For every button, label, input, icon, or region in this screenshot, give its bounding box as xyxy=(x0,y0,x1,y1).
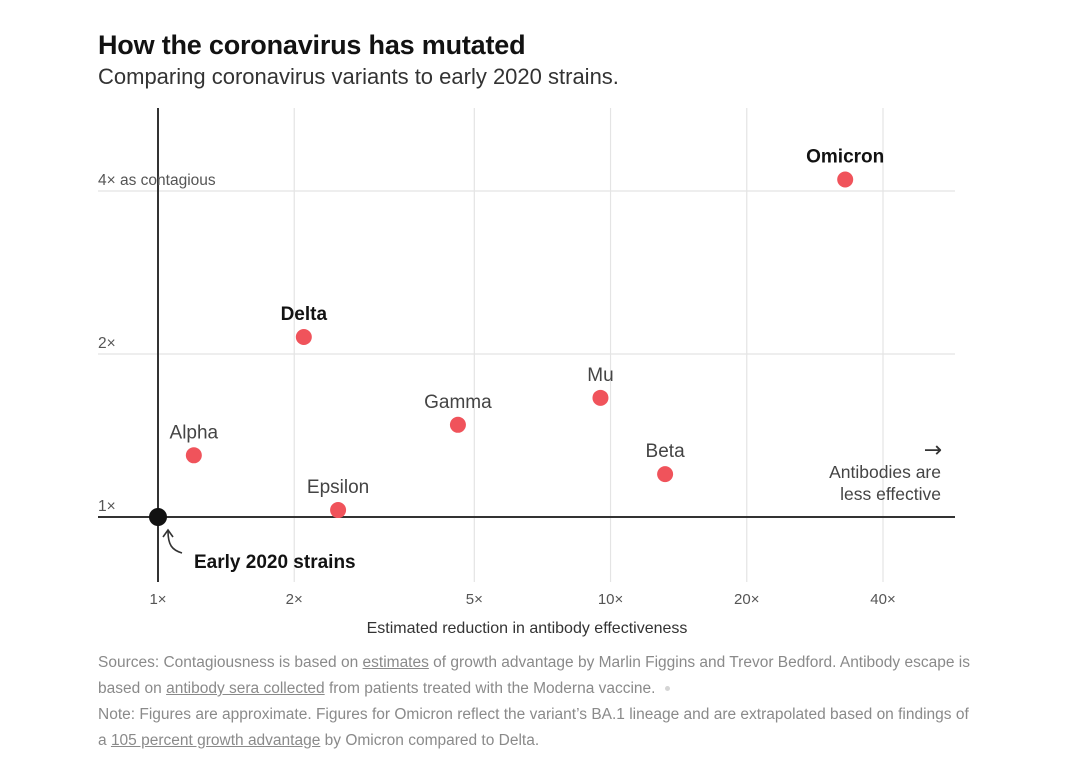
sources-text: Sources: Contagiousness is based on esti… xyxy=(98,654,970,697)
antibody-sera-link[interactable]: antibody sera collected xyxy=(166,680,325,697)
y-tick-label: 1× xyxy=(98,498,116,515)
x-tick-label: 5× xyxy=(466,591,483,608)
point-label-gamma: Gamma xyxy=(424,392,492,413)
data-point-delta xyxy=(295,328,312,345)
data-point-gamma xyxy=(449,416,466,433)
data-point-mu xyxy=(592,389,609,406)
chart-title: How the coronavirus has mutated xyxy=(98,30,526,60)
x-tick-label: 10× xyxy=(598,591,623,608)
grid-layer xyxy=(98,108,955,582)
labels-layer: 1× 2× 5× 10× 20× 40× 1× 2× 4× as contagious Estim… xyxy=(98,147,942,637)
x-tick-label: 20× xyxy=(734,591,759,608)
x-tick-label: 1× xyxy=(149,591,166,608)
separator-dot-icon xyxy=(665,686,671,692)
chart-subtitle: Comparing coronavirus variants to early … xyxy=(98,64,619,89)
axis-layer xyxy=(98,108,955,582)
x-tick-label: 40× xyxy=(870,591,895,608)
data-point-omicron xyxy=(837,171,854,188)
data-point-epsilon xyxy=(330,502,347,519)
origin-label: Early 2020 strains xyxy=(194,552,356,573)
annotation-line: less effective xyxy=(840,484,941,504)
point-label-delta: Delta xyxy=(281,304,328,325)
scatter-chart: 1× 2× 5× 10× 20× 40× 1× 2× 4× as contagious Estim… xyxy=(98,108,955,637)
data-point-origin xyxy=(149,508,167,526)
annotation-line: Antibodies are xyxy=(829,462,941,482)
origin-pointer-arrow-icon xyxy=(167,530,183,554)
x-tick-label: 2× xyxy=(286,591,303,608)
point-label-epsilon: Epsilon xyxy=(307,477,369,498)
note-text: Note: Figures are approximate. Figures f… xyxy=(98,706,969,749)
point-label-alpha: Alpha xyxy=(170,422,219,443)
point-label-omicron: Omicron xyxy=(806,147,884,168)
origin-arrowhead-icon xyxy=(162,528,174,538)
y-tick-label: 4× as contagious xyxy=(98,172,216,189)
right-arrow-icon: → xyxy=(924,438,942,463)
y-tick-label: 2× xyxy=(98,335,116,352)
data-point-beta xyxy=(657,466,674,483)
growth-advantage-link[interactable]: 105 percent growth advantage xyxy=(110,732,321,749)
point-label-beta: Beta xyxy=(646,441,686,462)
source-notes: Sources: Contagiousness is based on esti… xyxy=(98,650,978,754)
estimates-link[interactable]: estimates xyxy=(362,654,429,671)
points-layer xyxy=(149,171,854,526)
data-point-alpha xyxy=(185,447,202,464)
point-label-mu: Mu xyxy=(587,365,613,386)
x-axis-label: Estimated reduction in antibody effectiv… xyxy=(367,620,688,637)
